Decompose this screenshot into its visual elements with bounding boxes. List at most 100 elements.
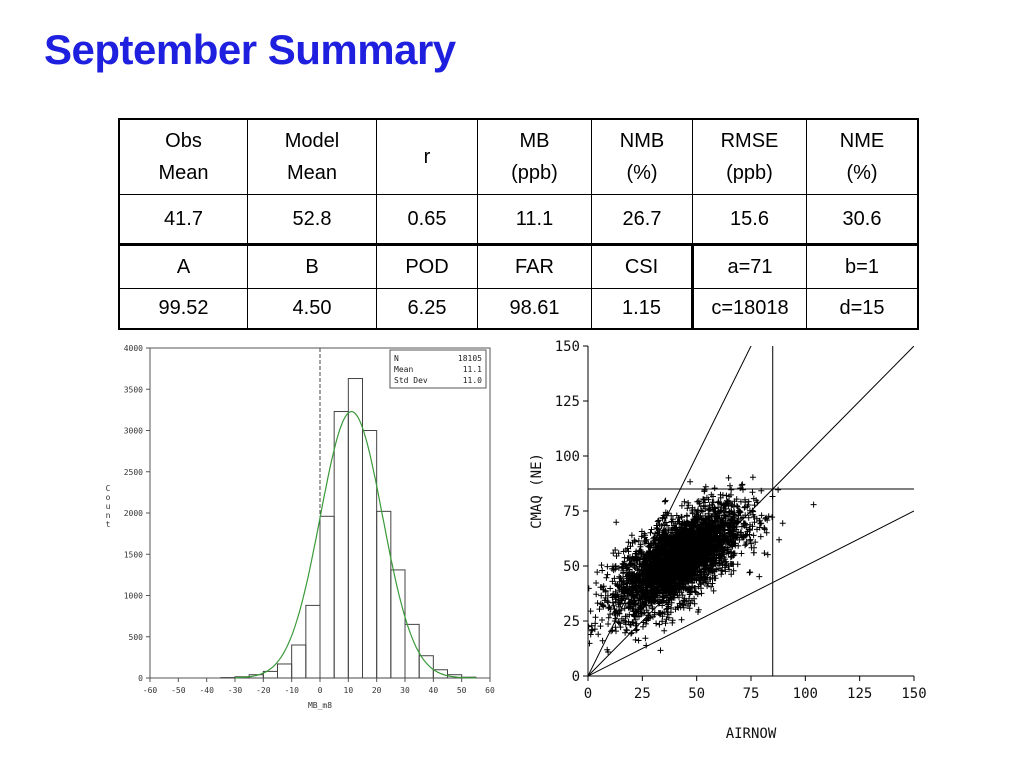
stats-label: Mean [394, 365, 413, 374]
header-nmb: NMB (%) [591, 118, 693, 195]
header-line: Model [284, 130, 340, 152]
y-tick-label: 100 [555, 449, 580, 465]
table-row: 41.7 52.8 0.65 11.1 26.7 15.6 30.6 [118, 194, 919, 245]
x-tick-label: 50 [457, 686, 467, 695]
y-tick-label: 2000 [124, 509, 143, 518]
histogram-bar [376, 510, 392, 679]
table-header-cell: CSI [591, 243, 693, 289]
table-cell: 41.7 [118, 194, 248, 245]
table-header-cell: B [247, 243, 377, 289]
table-cell: 52.8 [247, 194, 377, 245]
header-model-mean: Model Mean [247, 118, 377, 195]
header-line: (%) [626, 162, 658, 184]
table-cell: 11.1 [477, 194, 592, 245]
y-axis-label-char: C [106, 484, 111, 493]
header-line: NME [839, 130, 885, 152]
y-tick-label: 1500 [124, 550, 143, 559]
reference-line [588, 346, 914, 676]
reference-line [588, 510, 914, 676]
histogram-bar [404, 623, 420, 679]
table-cell: 98.61 [477, 288, 592, 330]
header-line: RMSE [720, 130, 779, 152]
y-axis-label-char: o [106, 493, 111, 502]
header-line: (%) [846, 162, 878, 184]
stats-label: N [394, 354, 399, 363]
x-axis-label: AIRNOW [726, 726, 777, 742]
table-header-cell: FAR [477, 243, 592, 289]
stats-label: Std Dev [394, 376, 428, 385]
header-line: MB [519, 130, 550, 152]
y-tick-label: 3000 [124, 427, 143, 436]
x-tick-label: 0 [318, 686, 323, 695]
x-tick-label: 100 [793, 686, 818, 702]
plot-area [588, 346, 914, 676]
x-tick-label: 75 [743, 686, 760, 702]
header-obs-mean: Obs Mean [118, 118, 248, 195]
table-header-row: A B POD FAR CSI a=71 b=1 [118, 243, 919, 289]
header-line: NMB [619, 130, 665, 152]
header-nme: NME (%) [806, 118, 919, 195]
x-tick-label: -10 [284, 686, 299, 695]
x-tick-label: -50 [171, 686, 186, 695]
table-cell: 99.52 [118, 288, 248, 330]
table-cell: 0.65 [376, 194, 478, 245]
x-tick-label: 150 [901, 686, 926, 702]
statistics-table: Obs Mean Model Mean r MB (ppb) NMB (%) RMSE (… [118, 118, 919, 330]
y-axis-label: CMAQ (NE) [529, 453, 545, 529]
y-tick-label: 150 [555, 339, 580, 355]
y-axis-label-char: n [106, 511, 111, 520]
x-axis-label: MB_m8 [308, 701, 332, 710]
histogram-bar [432, 669, 449, 679]
x-tick-label: 10 [344, 686, 354, 695]
header-line: (ppb) [511, 162, 558, 184]
y-tick-label: 25 [563, 614, 580, 630]
y-tick-label: 0 [138, 674, 143, 683]
y-tick-label: 1000 [124, 592, 143, 601]
table-header-cell: b=1 [806, 243, 919, 289]
x-tick-label: -40 [199, 686, 214, 695]
x-tick-label: -20 [256, 686, 271, 695]
slide-title: September Summary [44, 26, 456, 73]
table-row: 99.52 4.50 6.25 98.61 1.15 c=18018 d=15 [118, 288, 919, 330]
histogram-bar [277, 663, 293, 679]
table-header-cell: POD [376, 243, 478, 289]
reference-line [588, 346, 752, 676]
y-tick-label: 75 [563, 504, 580, 520]
x-tick-label: 40 [429, 686, 439, 695]
y-tick-label: 3500 [124, 385, 143, 394]
table-cell: 6.25 [376, 288, 478, 330]
y-axis-label-char: t [106, 520, 111, 529]
y-tick-label: 50 [563, 559, 580, 575]
x-tick-label: -30 [228, 686, 243, 695]
x-tick-label: 25 [634, 686, 651, 702]
table-cell: d=15 [806, 288, 919, 330]
x-tick-label: 60 [485, 686, 495, 695]
histogram-bar [418, 655, 434, 679]
stats-box [389, 349, 487, 389]
y-tick-label: 125 [555, 394, 580, 410]
x-tick-label: -60 [143, 686, 158, 695]
table-cell: 15.6 [692, 194, 807, 245]
histogram-bar [291, 644, 307, 679]
y-axis-label-char: u [106, 502, 111, 511]
normal-fit-curve [234, 410, 476, 679]
table-cell: 4.50 [247, 288, 377, 330]
y-tick-label: 0 [572, 669, 580, 685]
y-tick-label: 500 [129, 633, 144, 642]
x-tick-label: 20 [372, 686, 382, 695]
header-line: (ppb) [726, 162, 773, 184]
x-tick-label: 125 [847, 686, 872, 702]
histogram-bar [390, 569, 406, 679]
header-line: Obs [165, 130, 202, 152]
histogram-bar [333, 411, 349, 679]
y-tick-label: 4000 [124, 344, 143, 353]
table-cell: 26.7 [591, 194, 693, 245]
histogram-bar [305, 604, 321, 679]
histogram-bar [319, 515, 335, 679]
stats-value: 11.1 [463, 365, 482, 374]
stats-value: 11.0 [463, 376, 482, 385]
table-cell: 30.6 [806, 194, 919, 245]
header-line: Mean [158, 162, 209, 184]
header-rmse: RMSE (ppb) [692, 118, 807, 195]
scatter-points [588, 474, 817, 655]
